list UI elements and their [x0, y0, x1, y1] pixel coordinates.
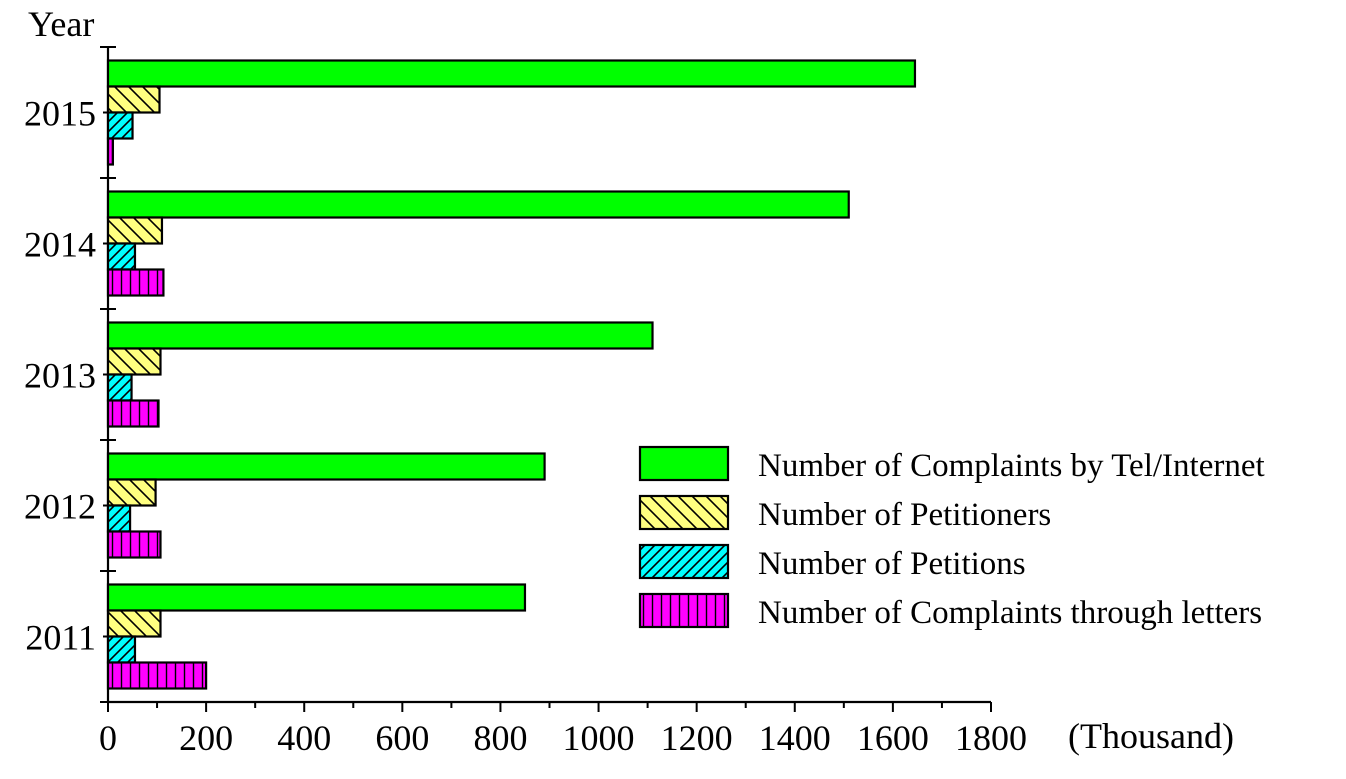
legend: Number of Complaints by Tel/Internet Numb…: [638, 445, 1265, 631]
y-tick-label: 2015: [24, 94, 96, 134]
x-tick-label: 1400: [759, 718, 831, 758]
x-tick-label: 400: [277, 718, 331, 758]
bar-2013-series-1: [106, 347, 162, 376]
legend-swatch-2: [638, 543, 730, 580]
x-tick-label: 1800: [955, 718, 1027, 758]
legend-swatch-1: [638, 494, 730, 531]
legend-label-1: Number of Petitioners: [758, 497, 1051, 533]
bar-2015-series-2: [106, 111, 134, 140]
bar-2012-series-0: [106, 452, 546, 481]
bar-2012-series-1: [106, 478, 157, 507]
x-tick-label: 200: [179, 718, 233, 758]
bar-2014-series-0: [106, 190, 850, 219]
x-tick-label: 600: [375, 718, 429, 758]
bar-2014-series-1: [106, 216, 164, 245]
x-tick-label: 1200: [661, 718, 733, 758]
bar-2013-series-3: [106, 399, 160, 428]
legend-label-3: Number of Complaints through letters: [758, 595, 1262, 631]
x-tick-label: 1600: [857, 718, 929, 758]
y-tick-label: 2013: [24, 356, 96, 396]
legend-label-0: Number of Complaints by Tel/Internet: [758, 448, 1265, 484]
bar-2014-series-2: [106, 242, 137, 271]
y-tick-label: 2011: [25, 618, 96, 658]
y-tick-label: 2014: [24, 225, 96, 265]
x-tick-label: 800: [473, 718, 527, 758]
bar-2012-series-2: [106, 504, 132, 533]
x-axis-title: (Thousand): [1068, 716, 1234, 756]
x-tick-label: 1000: [563, 718, 635, 758]
bar-2013-series-2: [106, 373, 133, 402]
legend-swatch-0: [638, 445, 730, 482]
bar-2011-series-0: [106, 583, 527, 612]
bar-2013-series-0: [106, 321, 654, 350]
bar-2015-series-1: [106, 85, 161, 114]
y-axis-title: Year: [28, 4, 94, 44]
legend-label-2: Number of Petitions: [758, 546, 1026, 582]
bar-2012-series-3: [106, 530, 162, 559]
bar-2014-series-3: [106, 268, 165, 297]
bar-2011-series-3: [106, 661, 208, 690]
bar-2015-series-0: [106, 59, 917, 88]
x-tick-label: 0: [99, 718, 117, 758]
bar-2015-series-3: [106, 137, 115, 166]
bar-2011-series-1: [106, 609, 162, 638]
y-tick-label: 2012: [24, 487, 96, 527]
legend-swatch-3: [638, 592, 730, 629]
bars: [106, 59, 917, 690]
labels: 0 200 400 600 800 1000 1200 1400 1600 1800 2015 201…: [24, 4, 1234, 758]
bar-2011-series-2: [106, 635, 137, 664]
